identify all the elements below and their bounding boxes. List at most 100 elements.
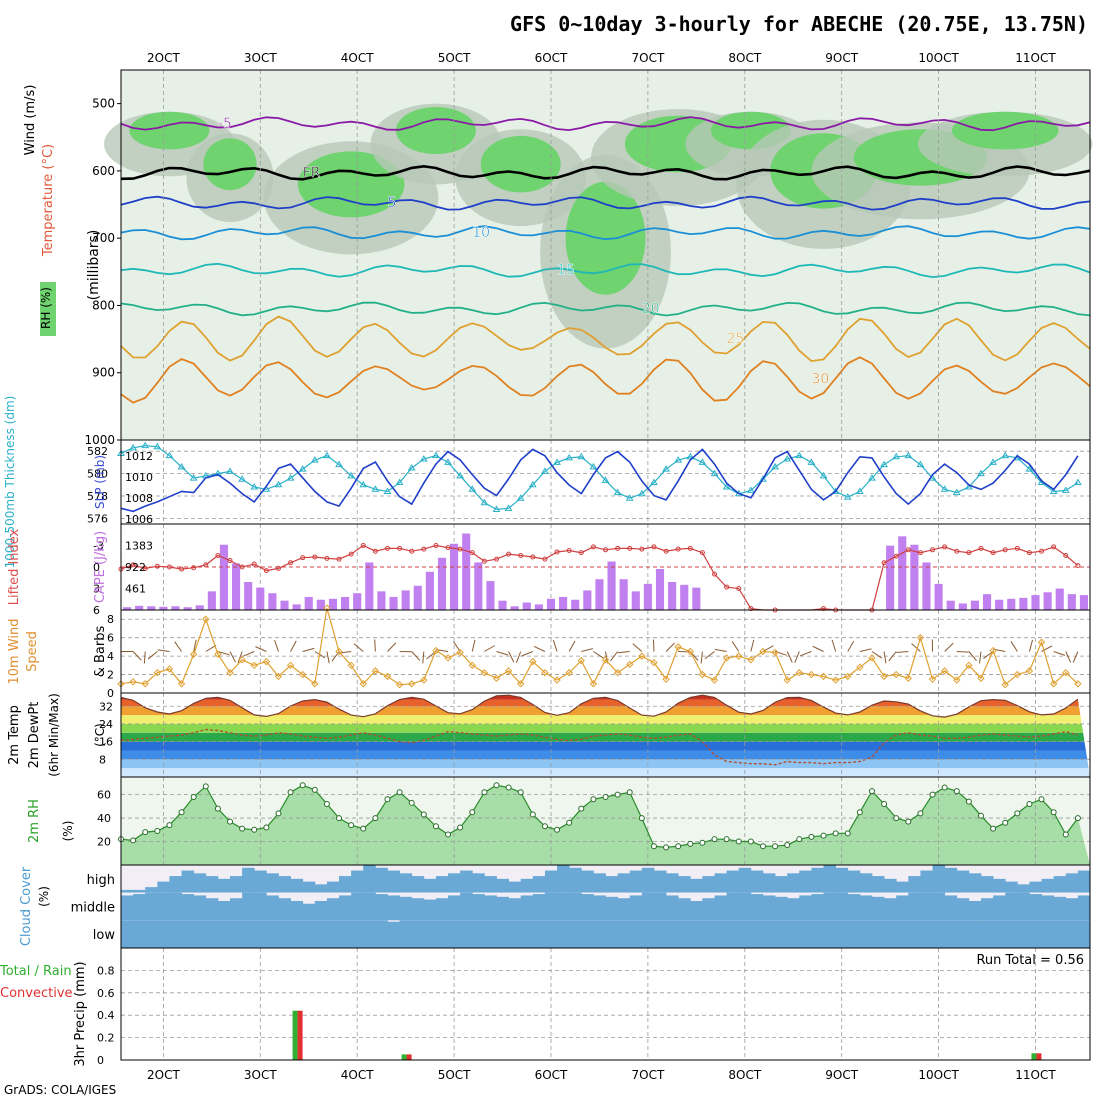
cloud-middle-cell bbox=[435, 898, 449, 921]
cloud-middle-cell bbox=[121, 895, 134, 921]
cloud-high-cell bbox=[762, 873, 776, 893]
cloud-high-cell bbox=[399, 873, 413, 893]
rh2m-point bbox=[650, 843, 657, 850]
cloud-high-cell bbox=[871, 876, 885, 893]
cloud-high-cell bbox=[544, 870, 558, 893]
wind-speed-point bbox=[771, 648, 779, 657]
li-point bbox=[288, 560, 294, 566]
li-point bbox=[324, 555, 330, 561]
cape-bar bbox=[135, 605, 144, 610]
cloud-high-cell bbox=[133, 889, 146, 893]
li-point bbox=[166, 564, 172, 570]
cape-bar bbox=[219, 544, 229, 610]
wind-speed-point bbox=[335, 647, 343, 656]
cloud-low-cell bbox=[714, 920, 728, 948]
li-point bbox=[590, 544, 596, 550]
wind-barb bbox=[132, 651, 142, 661]
isotherm-label: 10 bbox=[472, 225, 490, 241]
cloud-low-cell bbox=[351, 920, 364, 948]
wind-barb bbox=[968, 651, 977, 662]
wind-speed-point bbox=[177, 680, 186, 688]
li-point bbox=[263, 568, 269, 574]
li-point bbox=[130, 562, 136, 568]
wind-barb bbox=[484, 645, 496, 652]
precip-tick-label: 0.4 bbox=[97, 1009, 115, 1022]
wind-barb bbox=[533, 645, 546, 652]
thickness-point bbox=[904, 451, 913, 459]
wind-barb bbox=[552, 639, 558, 652]
wind-speed-point bbox=[795, 669, 804, 677]
rh2m-point bbox=[420, 811, 427, 818]
cloud-low-cell bbox=[133, 920, 146, 948]
wind-barb bbox=[665, 642, 675, 652]
cloud-high-cell bbox=[411, 876, 425, 893]
li-point bbox=[1002, 547, 1008, 553]
thickness-point bbox=[492, 505, 501, 512]
wind-speed-point bbox=[940, 667, 949, 675]
bottom-date-label: 7OCT bbox=[631, 1068, 664, 1082]
cloud-middle-cell bbox=[181, 894, 195, 921]
cloud-middle-cell bbox=[157, 892, 170, 921]
thickness-point bbox=[674, 456, 683, 463]
cloud-high-cell bbox=[351, 870, 364, 893]
rh2m-point bbox=[457, 824, 464, 831]
wind-barb bbox=[731, 641, 740, 652]
thickness-point bbox=[589, 462, 598, 470]
rh-legend-swatch bbox=[40, 282, 56, 336]
wind-speed-point bbox=[141, 680, 149, 688]
li-point bbox=[821, 606, 827, 612]
wind-barb bbox=[274, 639, 279, 652]
temp-ylabel-1: 2m Temp bbox=[7, 705, 22, 765]
wind-speed-point bbox=[323, 604, 331, 612]
cloud-middle-cell bbox=[1065, 898, 1079, 921]
wind-barb bbox=[568, 640, 576, 652]
rh2m-point bbox=[929, 791, 936, 798]
cape-bar bbox=[922, 562, 931, 610]
wind-barb bbox=[812, 645, 824, 652]
rh2m-point bbox=[178, 809, 185, 816]
cloud-low-cell bbox=[387, 921, 400, 948]
rh2m-point bbox=[505, 784, 512, 791]
cloud-middle-cell bbox=[399, 896, 413, 921]
wind-speed-point bbox=[662, 675, 670, 683]
cloud-middle-cell bbox=[290, 900, 304, 921]
cloud-middle-cell bbox=[254, 892, 267, 921]
temp-ylabel-4: (°C) bbox=[93, 723, 107, 747]
wind-barb bbox=[374, 639, 376, 652]
cloud-middle-cell bbox=[714, 895, 728, 921]
rh2m-point bbox=[275, 810, 282, 817]
cloud-low-cell bbox=[641, 920, 655, 948]
li-point bbox=[154, 563, 160, 569]
cloud-high-cell bbox=[254, 870, 267, 893]
temperature-legend-label: Temperature (°C) bbox=[41, 144, 56, 257]
wind-barb bbox=[896, 651, 909, 654]
rh2m-point bbox=[469, 809, 476, 816]
cloud-middle-cell bbox=[799, 895, 812, 921]
rh2m-point bbox=[881, 800, 888, 807]
top-date-label: 11OCT bbox=[1015, 51, 1056, 65]
temp-band bbox=[121, 759, 1090, 769]
cloud-middle-cell bbox=[666, 895, 679, 921]
cloud-high-cell bbox=[859, 873, 873, 893]
slp-tick-label: 1006 bbox=[125, 513, 153, 526]
cloud-low-cell bbox=[496, 920, 509, 948]
bottom-date-label: 10OCT bbox=[918, 1068, 959, 1082]
pressure-tick-label: 500 bbox=[92, 97, 115, 111]
cloud-low-cell bbox=[799, 920, 812, 948]
li-point bbox=[179, 566, 185, 572]
cape-bar bbox=[244, 582, 253, 610]
cape-bar bbox=[910, 544, 919, 610]
wind-barb bbox=[237, 651, 243, 663]
slp-tick-label: 1008 bbox=[125, 492, 153, 505]
rh2m-point bbox=[868, 788, 875, 795]
li-point bbox=[215, 553, 221, 559]
wind-speed-point bbox=[480, 669, 489, 677]
temp-tick-label: 8 bbox=[99, 753, 106, 766]
rh2m-point bbox=[529, 811, 536, 818]
cloud-middle-cell bbox=[326, 898, 340, 921]
wind-speed-point bbox=[517, 680, 525, 688]
thickness-point bbox=[1074, 478, 1082, 486]
cloud-high-cell bbox=[775, 876, 788, 893]
cape-tick-label: 922 bbox=[125, 561, 146, 574]
wind-speed-point bbox=[189, 650, 198, 658]
